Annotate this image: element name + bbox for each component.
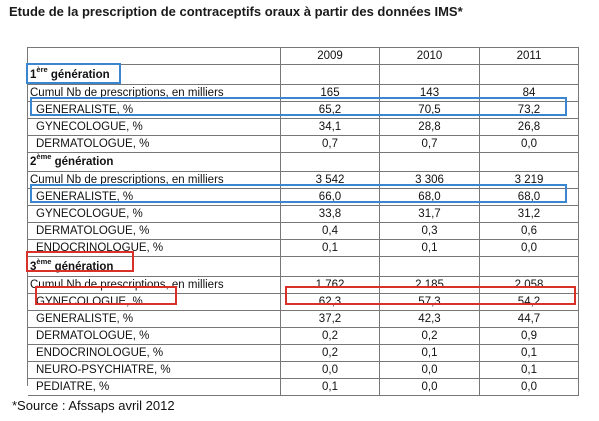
year-header: 2009 xyxy=(281,48,380,64)
table-row: GENERALISTE, % 65,2 70,5 73,2 xyxy=(28,102,579,119)
table-cell: 0,4 xyxy=(281,223,380,239)
table-row: DERMATOLOGUE, % 0,2 0,2 0,9 xyxy=(28,328,579,345)
year-header: 2011 xyxy=(480,48,579,64)
table-cell: 84 xyxy=(480,85,579,101)
table-cell: 0,1 xyxy=(281,379,380,395)
table-cell: 0,1 xyxy=(480,362,579,378)
year-header: 2010 xyxy=(380,48,480,64)
table-cell: 65,2 xyxy=(281,102,380,118)
table-row: Cumul Nb de prescriptions, en milliers 1… xyxy=(28,85,579,102)
table-row: ENDOCRINOLOGUE, % 0,1 0,1 0,0 xyxy=(28,240,579,257)
table-header-row: 2009 2010 2011 xyxy=(28,48,579,65)
table-cell: 33,8 xyxy=(281,206,380,222)
table-row: DERMATOLOGUE, % 0,4 0,3 0,6 xyxy=(28,223,579,240)
table-cell: 54,2 xyxy=(480,294,579,310)
table-cell: 0,0 xyxy=(281,362,380,378)
table-cell: 3 542 xyxy=(281,172,380,188)
table-cell: 0,0 xyxy=(480,240,579,256)
row-label: GYNECOLOGUE, % xyxy=(28,294,281,310)
table-row: PEDIATRE, % 0,1 0,0 0,0 xyxy=(28,379,579,396)
row-label: Cumul Nb de prescriptions, en milliers xyxy=(28,172,281,188)
table-row: ENDOCRINOLOGUE, % 0,2 0,1 0,1 xyxy=(28,345,579,362)
table-row: GYNECOLOGUE, % 34,1 28,8 26,8 xyxy=(28,119,579,136)
table-cell: 0,0 xyxy=(380,379,480,395)
row-label: NEURO-PSYCHIATRE, % xyxy=(28,362,281,378)
table-cell: 0,3 xyxy=(380,223,480,239)
section-title: 2ème génération xyxy=(28,153,281,171)
table-cell: 44,7 xyxy=(480,311,579,327)
row-label: DERMATOLOGUE, % xyxy=(28,328,281,344)
row-label: Cumul Nb de prescriptions, en milliers xyxy=(28,277,281,293)
table-cell: 28,8 xyxy=(380,119,480,135)
table-cell: 31,7 xyxy=(380,206,480,222)
table-cell: 0,1 xyxy=(480,345,579,361)
section-row-gen3: 3ème génération xyxy=(28,257,579,277)
table-cell: 143 xyxy=(380,85,480,101)
row-label: GENERALISTE, % xyxy=(28,102,281,118)
row-label: ENDOCRINOLOGUE, % xyxy=(28,240,281,256)
table-row: NEURO-PSYCHIATRE, % 0,0 0,0 0,1 xyxy=(28,362,579,379)
table-cell: 0,0 xyxy=(380,362,480,378)
table-cell: 0,1 xyxy=(281,240,380,256)
table-row: GYNECOLOGUE, % 62,3 57,3 54,2 xyxy=(28,294,579,311)
table-cell: 37,2 xyxy=(281,311,380,327)
table-row: GENERALISTE, % 37,2 42,3 44,7 xyxy=(28,311,579,328)
table-cell: 0,0 xyxy=(480,136,579,152)
table-cell: 34,1 xyxy=(281,119,380,135)
table-cell: 2 058 xyxy=(480,277,579,293)
table-cell: 0,1 xyxy=(380,345,480,361)
table-cell: 0,9 xyxy=(480,328,579,344)
row-label: GENERALISTE, % xyxy=(28,189,281,205)
table-row: GENERALISTE, % 66,0 68,0 68,0 xyxy=(28,189,579,206)
row-label: GYNECOLOGUE, % xyxy=(28,119,281,135)
table-cell: 2 185 xyxy=(380,277,480,293)
table-cell: 0,7 xyxy=(281,136,380,152)
page-title: Etude de la prescription de contraceptif… xyxy=(9,4,463,19)
table-cell: 57,3 xyxy=(380,294,480,310)
row-label: DERMATOLOGUE, % xyxy=(28,223,281,239)
row-label: ENDOCRINOLOGUE, % xyxy=(28,345,281,361)
section-title: 1ère génération xyxy=(28,65,281,84)
table-cell: 0,2 xyxy=(281,345,380,361)
table-cell: 3 306 xyxy=(380,172,480,188)
table-cell: 68,0 xyxy=(380,189,480,205)
table-cell: 0,6 xyxy=(480,223,579,239)
table-row: Cumul Nb de prescriptions, en milliers 3… xyxy=(28,172,579,189)
table-row: DERMATOLOGUE, % 0,7 0,7 0,0 xyxy=(28,136,579,153)
table-row: Cumul Nb de prescriptions, en milliers 1… xyxy=(28,277,579,294)
table-cell: 0,0 xyxy=(480,379,579,395)
table-cell: 1 762 xyxy=(281,277,380,293)
section-row-gen2: 2ème génération xyxy=(28,153,579,172)
prescription-table: 2009 2010 2011 1ère génération Cumul Nb … xyxy=(27,47,579,396)
row-label: GYNECOLOGUE, % xyxy=(28,206,281,222)
row-label: Cumul Nb de prescriptions, en milliers xyxy=(28,85,281,101)
table-cell: 66,0 xyxy=(281,189,380,205)
table-cell: 68,0 xyxy=(480,189,579,205)
row-label: DERMATOLOGUE, % xyxy=(28,136,281,152)
table-cell: 70,5 xyxy=(380,102,480,118)
table-cell: 0,7 xyxy=(380,136,480,152)
table-cell: 73,2 xyxy=(480,102,579,118)
table-cell: 0,2 xyxy=(281,328,380,344)
table-cell: 42,3 xyxy=(380,311,480,327)
row-label: GENERALISTE, % xyxy=(28,311,281,327)
source-note: *Source : Afssaps avril 2012 xyxy=(12,398,175,413)
table-cell: 31,2 xyxy=(480,206,579,222)
table-cell: 62,3 xyxy=(281,294,380,310)
header-empty-cell xyxy=(28,48,281,64)
table-cell: 26,8 xyxy=(480,119,579,135)
row-label: PEDIATRE, % xyxy=(28,379,281,395)
table-row: GYNECOLOGUE, % 33,8 31,7 31,2 xyxy=(28,206,579,223)
table-cell: 0,2 xyxy=(380,328,480,344)
section-title: 3ème génération xyxy=(28,257,281,276)
table-cell: 0,1 xyxy=(380,240,480,256)
table-cell: 165 xyxy=(281,85,380,101)
table-cell: 3 219 xyxy=(480,172,579,188)
section-row-gen1: 1ère génération xyxy=(28,65,579,85)
